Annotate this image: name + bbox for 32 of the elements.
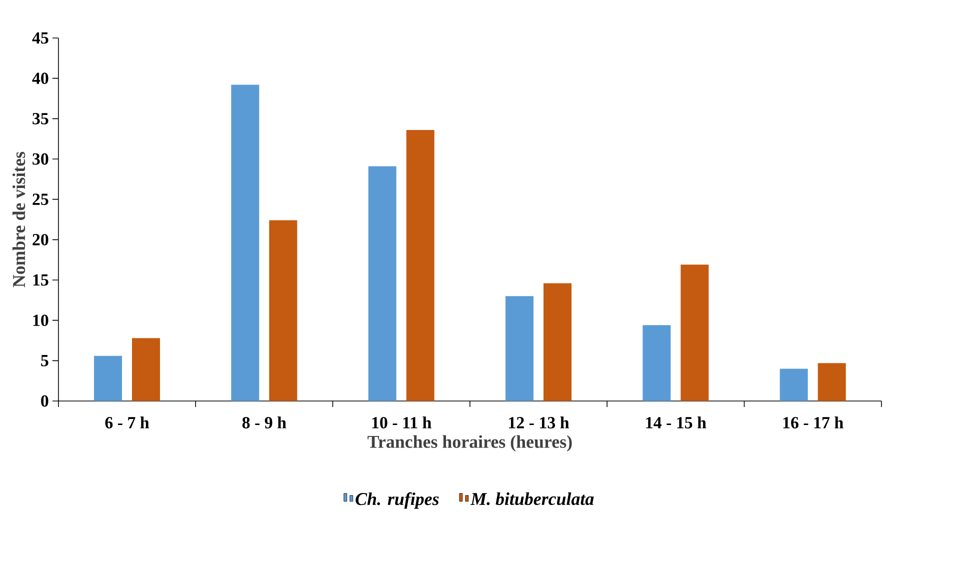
y-tick-label: 30 bbox=[32, 153, 48, 165]
x-tick-label: 8 - 9 h bbox=[242, 416, 286, 428]
x-tick-label: 12 - 13 h bbox=[509, 416, 570, 428]
x-tick-label: 10 - 11 h bbox=[372, 416, 432, 428]
y-tick-label: 45 bbox=[32, 32, 48, 44]
legend-label: Ch. rufipes bbox=[356, 492, 439, 509]
x-tick-label: 16 - 17 h bbox=[783, 416, 844, 428]
y-tick-label: 5 bbox=[41, 355, 48, 366]
y-tick-label: 40 bbox=[32, 72, 48, 84]
bar bbox=[368, 166, 396, 401]
y-tick-label: 0 bbox=[41, 395, 48, 407]
bar bbox=[780, 368, 808, 401]
bar bbox=[406, 130, 434, 401]
bar bbox=[680, 264, 709, 401]
y-axis-title: Nombre de visites bbox=[12, 152, 26, 288]
bar bbox=[818, 363, 846, 401]
bar bbox=[506, 296, 534, 401]
x-tick-label: 14 - 15 h bbox=[646, 416, 706, 428]
x-axis-title: Tranches horaires (heures) bbox=[368, 435, 572, 452]
bar bbox=[231, 84, 260, 401]
x-tick-label: 6 - 7 h bbox=[105, 416, 150, 428]
bar bbox=[269, 220, 298, 401]
bar bbox=[132, 338, 160, 401]
y-tick-label: 25 bbox=[32, 194, 48, 206]
bar bbox=[94, 356, 122, 401]
bar bbox=[642, 325, 671, 401]
y-tick-label: 20 bbox=[32, 234, 48, 246]
y-tick-label: 15 bbox=[33, 274, 48, 286]
y-tick-label: 35 bbox=[32, 112, 48, 124]
y-tick-label: 10 bbox=[33, 314, 48, 326]
legend-label: M. bituberculata bbox=[470, 492, 594, 506]
bar bbox=[544, 283, 572, 401]
